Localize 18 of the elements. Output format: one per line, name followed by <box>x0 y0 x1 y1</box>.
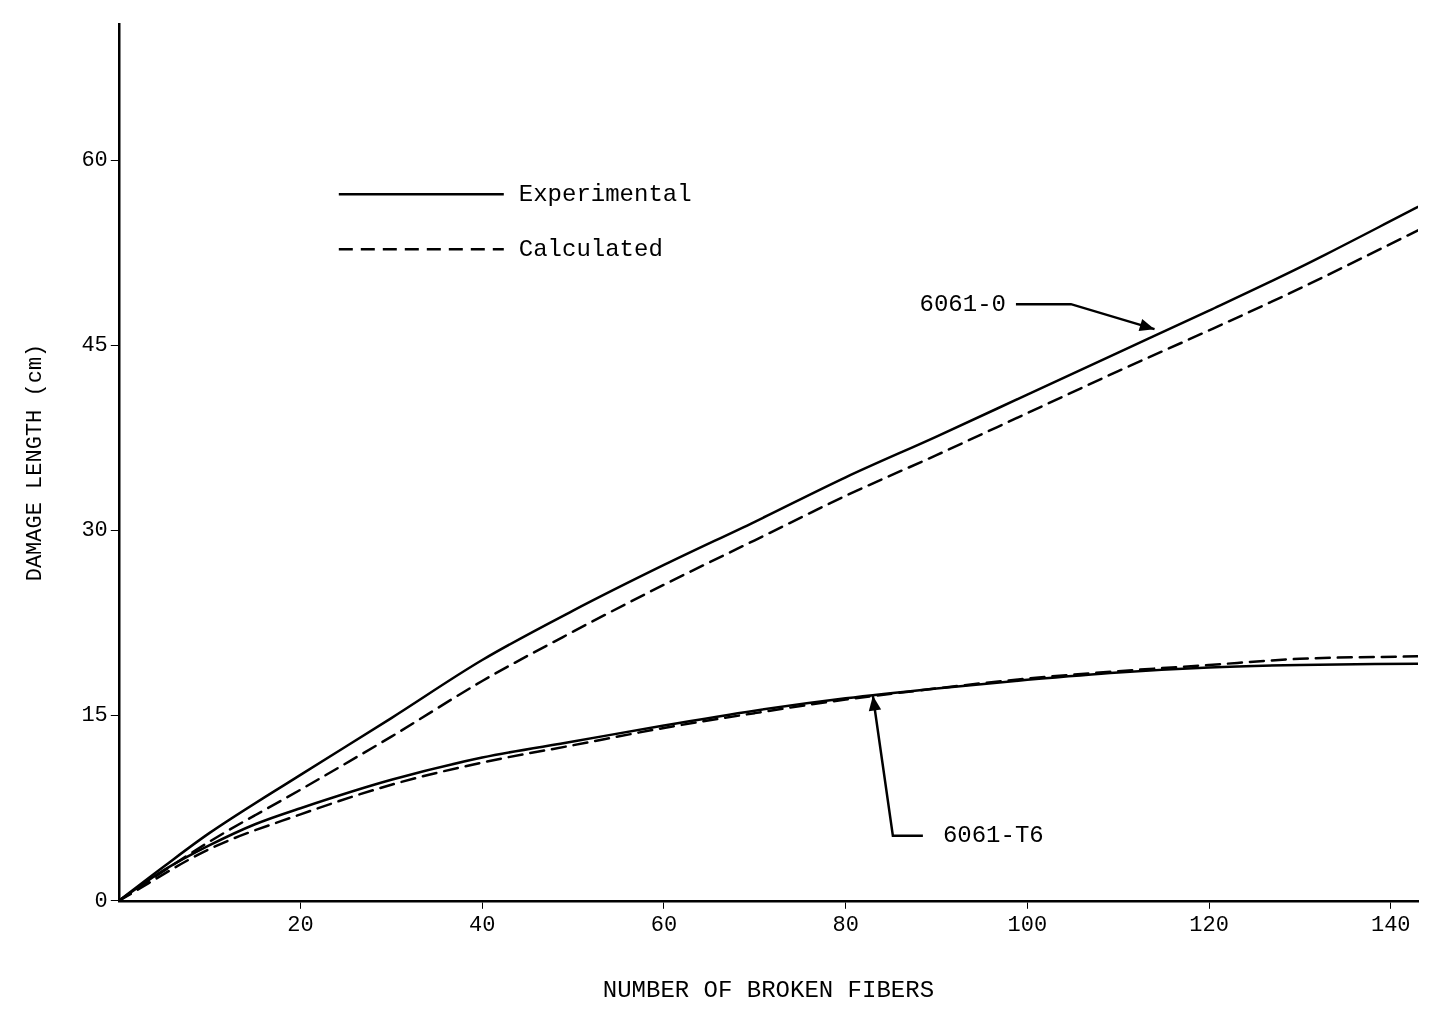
x-tick-label: 80 <box>832 912 859 938</box>
x-tick-label: 20 <box>287 912 314 938</box>
x-axis-title: NUMBER OF BROKEN FIBERS <box>602 976 935 1004</box>
y-tick-label: 0 <box>94 888 108 914</box>
annotation: Calculated <box>518 235 663 263</box>
x-tick-label: 140 <box>1370 912 1411 938</box>
annotation: Experimental <box>518 180 692 208</box>
y-tick-label: 45 <box>81 333 108 359</box>
y-axis-title: DAMAGE LENGTH (cm) <box>23 343 49 582</box>
x-tick-label: 120 <box>1189 912 1229 938</box>
y-tick-label: 30 <box>81 518 108 544</box>
annotation: 6061-0 <box>919 290 1006 318</box>
y-tick-label: 15 <box>81 703 108 729</box>
x-tick-label: 100 <box>1007 912 1048 938</box>
x-tick-label: 60 <box>650 912 678 938</box>
y-tick-label: 60 <box>81 147 108 173</box>
x-tick-label: 40 <box>469 912 496 938</box>
annotation: 6061-T6 <box>942 822 1044 850</box>
